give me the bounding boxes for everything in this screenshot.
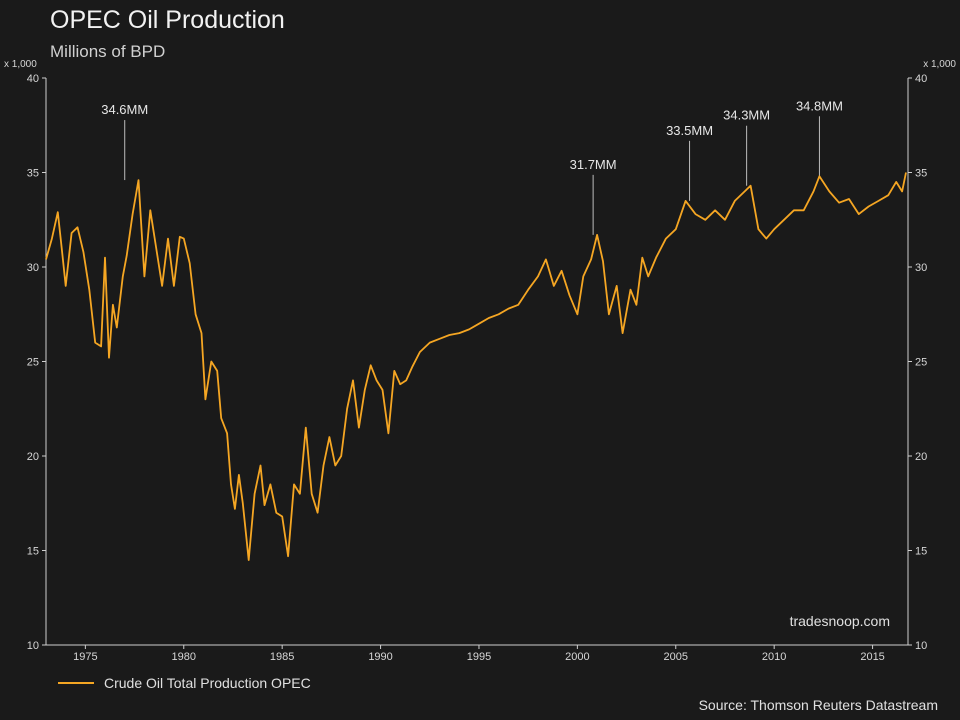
y-tick-label-right: 20 — [915, 451, 927, 463]
annotation-label: 34.8MM — [796, 98, 843, 113]
annotation-label: 31.7MM — [570, 157, 617, 172]
y-tick-label-left: 25 — [27, 357, 39, 369]
x-tick-label: 1975 — [73, 651, 97, 663]
y-tick-label-left: 40 — [27, 73, 39, 85]
x-tick-label: 1995 — [467, 651, 491, 663]
y-tick-label-left: 35 — [27, 168, 39, 180]
y-tick-label-right: 15 — [915, 546, 927, 558]
chart-axes: x 1,000 x 1,000 — [4, 59, 956, 646]
x-tick-label: 1985 — [270, 651, 294, 663]
x-tick-label: 2000 — [565, 651, 589, 663]
y-multiplier-right: x 1,000 — [923, 59, 956, 70]
x-tick-label: 1990 — [368, 651, 392, 663]
annotation-label: 34.3MM — [723, 108, 770, 123]
y-tick-label-right: 10 — [915, 640, 927, 652]
series-line-opec-production — [45, 172, 907, 561]
y-multiplier-left: x 1,000 — [4, 59, 37, 70]
y-tick-label-left: 10 — [27, 640, 39, 652]
x-tick-label: 2010 — [762, 651, 786, 663]
chart-subtitle: Millions of BPD — [50, 42, 166, 61]
watermark-text: tradesnoop.com — [790, 613, 890, 629]
x-tick-label: 2005 — [664, 651, 688, 663]
y-tick-label-right: 30 — [915, 262, 927, 274]
x-tick-label: 2015 — [860, 651, 884, 663]
y-tick-label-right: 35 — [915, 168, 927, 180]
legend-swatch — [58, 682, 94, 684]
y-tick-label-right: 40 — [915, 73, 927, 85]
y-tick-label-right: 25 — [915, 357, 927, 369]
y-tick-label-left: 20 — [27, 451, 39, 463]
y-tick-label-left: 15 — [27, 546, 39, 558]
chart-ticks: 10 10 15 15 20 20 25 25 30 30 35 35 40 40 1975 1980 1985… — [27, 73, 928, 663]
annotation-label: 34.6MM — [101, 102, 148, 117]
y-tick-label-left: 30 — [27, 262, 39, 274]
source-note: Source: Thomson Reuters Datastream — [698, 697, 938, 713]
annotation-label: 33.5MM — [666, 123, 713, 138]
chart-legend: Crude Oil Total Production OPEC — [58, 674, 311, 692]
x-tick-label: 1980 — [172, 651, 196, 663]
legend-label: Crude Oil Total Production OPEC — [104, 675, 311, 691]
chart-annotations: 34.6MM 31.7MM 33.5MM 34.3MM 34.8MM — [101, 98, 843, 235]
chart-title: OPEC Oil Production — [50, 6, 285, 34]
